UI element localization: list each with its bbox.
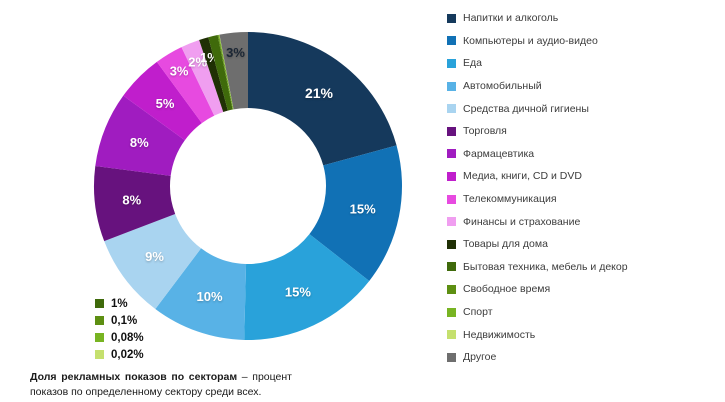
legend-item: Компьютеры и аудио-видео [447,30,628,53]
legend-label: Еда [463,57,482,70]
pie-slice [208,35,233,111]
legend-label: Бытовая техника, мебель и декор [463,260,628,273]
legend-label: Торговля [463,125,507,138]
legend-swatch [447,284,456,294]
legend-label: Компьютеры и аудио-видео [463,34,598,47]
legend-item: Финансы и страхование [447,210,628,233]
small-values-legend: 1% 0,1% 0,08% 0,02% [95,295,144,363]
pie-slice [104,213,202,309]
legend-label: Товары для дома [463,238,548,251]
legend-swatch [447,239,456,249]
pie-slice [155,248,247,340]
slice-label: 5% [156,96,175,111]
pie-slice [94,165,176,242]
legend-swatch [447,13,456,23]
slice-label: 15% [285,284,311,299]
slice-label: 8% [122,192,141,207]
mini-legend-swatch [95,350,104,359]
legend-label: Другое [463,351,497,364]
legend-item: Фармацевтика [447,143,628,166]
legend-swatch [447,171,456,181]
legend-label: Финансы и страхование [463,215,581,228]
legend-item: Торговля [447,120,628,143]
mini-legend-label: 0,1% [111,314,138,327]
pie-slice [156,47,215,124]
pie-slice [95,95,185,176]
mini-legend-item: 0,08% [95,329,144,346]
legend-swatch [447,126,456,136]
legend-item: Товары для дома [447,233,628,256]
mini-legend-item: 1% [95,295,144,312]
legend-label: Напитки и алкоголь [463,12,559,25]
mini-legend-swatch [95,333,104,342]
legend-label: Недвижимость [463,328,536,341]
legend-item: Бытовая техника, мебель и декор [447,256,628,279]
mini-legend-item: 0,02% [95,346,144,363]
legend-label: Автомобильный [463,80,542,93]
pie-slice [217,34,234,110]
legend-label: Средства дичной гигиены [463,102,589,115]
mini-legend-item: 0,1% [95,312,144,329]
mini-legend-label: 0,08% [111,331,144,344]
legend-swatch [447,104,456,114]
chart-caption: Доля рекламных показов по секторам – про… [30,370,292,400]
mini-legend-label: 0,02% [111,348,144,361]
legend-label: Телекоммуникация [463,193,557,206]
pie-slice [219,32,248,110]
mini-legend-label: 1% [111,297,128,310]
legend-swatch [447,217,456,227]
legend-swatch [447,194,456,204]
legend-item: Еда [447,52,628,75]
legend-item: Медиа, книги, CD и DVD [447,165,628,188]
legend-swatch [447,330,456,340]
pie-slice [199,37,228,113]
donut-chart: 21%15%15%10%9%8%8%5%3%2%1% 3% [94,32,402,340]
pie-slice [218,34,234,110]
legend-label: Спорт [463,306,493,319]
slice-label: 21% [305,85,334,101]
legend-item: Средства дичной гигиены [447,97,628,120]
pie-slice [244,234,370,340]
pie-slice [248,32,397,166]
legend-swatch [447,58,456,68]
pie-slice [181,39,224,116]
mini-legend-swatch [95,299,104,308]
legend-swatch [447,307,456,317]
legend-item: Свободное время [447,278,628,301]
mini-legend-swatch [95,316,104,325]
legend-swatch [447,262,456,272]
legend-label: Свободное время [463,283,551,296]
chart-legend: Напитки и алкоголь Компьютеры и аудио-вид… [447,7,628,369]
pie-slice [309,145,402,281]
pie-slice [219,34,234,110]
slice-label: 9% [145,249,164,264]
legend-item: Телекоммуникация [447,188,628,211]
legend-item: Автомобильный [447,75,628,98]
slice-label: 8% [130,135,149,150]
legend-item: Другое [447,346,628,369]
slice-label: 15% [350,202,376,217]
caption-bold-text: Доля рекламных показов по секторам [30,371,238,383]
legend-label: Фармацевтика [463,147,535,160]
legend-swatch [447,36,456,46]
legend-item: Недвижимость [447,323,628,346]
pie-slice [123,61,202,141]
slice-label: 10% [196,289,222,304]
slice-label: 3% [226,45,245,60]
legend-label: Медиа, книги, CD и DVD [463,170,582,183]
slice-label: 2% [188,54,207,69]
slice-label: 3% [170,64,189,79]
legend-swatch [447,149,456,159]
caption-rest-text: – процент показов по определенному секто… [30,371,292,399]
legend-item: Спорт [447,301,628,324]
legend-swatch [447,352,456,362]
legend-item: Напитки и алкоголь [447,7,628,30]
legend-swatch [447,81,456,91]
